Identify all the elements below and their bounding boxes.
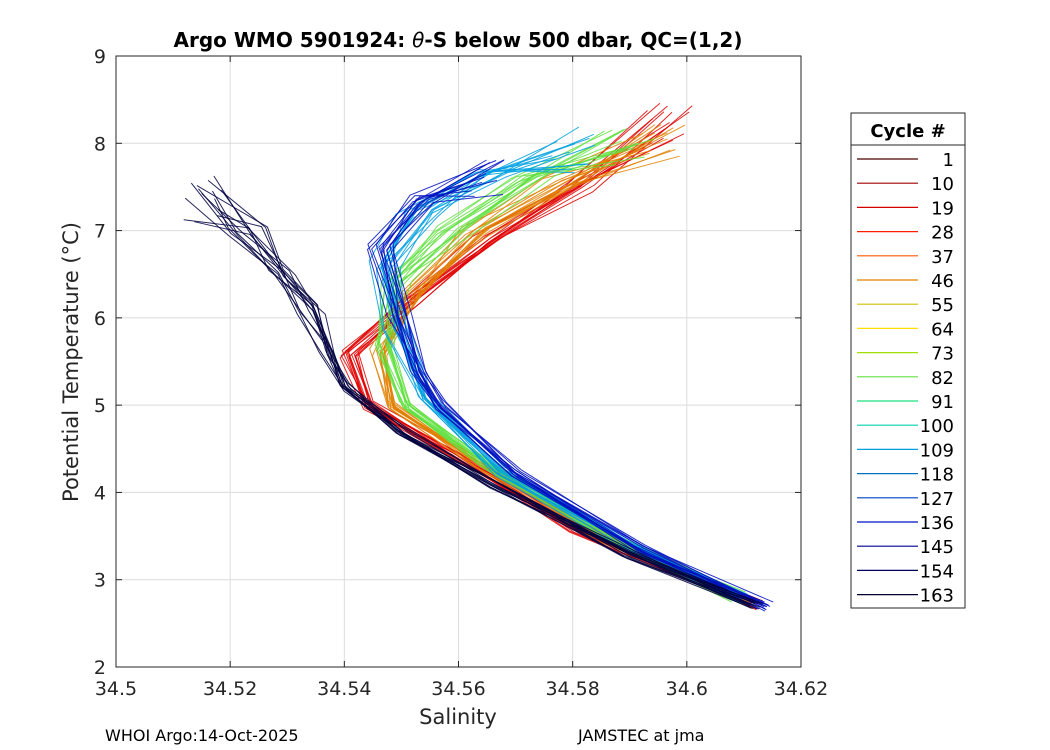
- x-tick-label: 34.52: [203, 678, 257, 700]
- legend-entry: 10: [857, 174, 954, 195]
- legend-entry: 46: [857, 271, 954, 292]
- profile-line: [184, 197, 752, 606]
- legend-label: 55: [931, 295, 954, 316]
- y-tick-label: 4: [94, 482, 106, 504]
- profile-line: [392, 173, 768, 608]
- legend-entry: 28: [857, 223, 954, 244]
- legend-entry: 136: [857, 513, 954, 534]
- legend-label: 154: [920, 561, 954, 582]
- legend-label: 10: [931, 174, 954, 195]
- y-tick-label: 8: [94, 133, 106, 155]
- profile-line: [382, 190, 767, 607]
- x-tick-label: 34.62: [774, 678, 828, 700]
- x-tick-label: 34.56: [431, 678, 485, 700]
- legend-entry: 1: [857, 150, 954, 171]
- footer-right: JAMSTEC at jma: [577, 726, 704, 745]
- legend-box: [850, 112, 966, 609]
- legend-label: 73: [931, 344, 954, 365]
- profile-line: [375, 138, 749, 607]
- legend-label: 28: [931, 223, 954, 244]
- profile-line: [217, 215, 764, 605]
- legend-entry: 73: [857, 344, 954, 365]
- x-tick-label: 34.58: [545, 678, 599, 700]
- legend-label: 82: [931, 368, 954, 389]
- footer-left: WHOI Argo:14-Oct-2025: [105, 726, 299, 745]
- legend-entry: 37: [857, 247, 954, 268]
- series-group: [183, 175, 764, 610]
- profile-line: [194, 221, 752, 609]
- x-tick-label: 34.5: [95, 678, 137, 700]
- chart-title: Argo WMO 5901924: θ-S below 500 dbar, QC…: [174, 28, 743, 52]
- legend-entry: 145: [857, 537, 954, 558]
- legend-label: 145: [920, 537, 954, 558]
- legend-label: 64: [931, 319, 954, 340]
- profile-line: [380, 180, 760, 610]
- profile-line: [389, 194, 774, 603]
- legend-label: 91: [931, 392, 954, 413]
- series-group: [366, 159, 774, 612]
- x-tick-label: 34.6: [666, 678, 708, 700]
- profile-line: [399, 144, 749, 596]
- legend-entry: 91: [857, 392, 954, 413]
- legend-label: 46: [931, 271, 954, 292]
- legend-entry: 163: [857, 586, 954, 607]
- legend-label: 136: [920, 513, 954, 534]
- legend-entry: 127: [857, 489, 954, 510]
- legend-label: 37: [931, 247, 954, 268]
- x-tick-label: 34.54: [317, 678, 371, 700]
- y-tick-label: 9: [94, 46, 106, 68]
- profile-line: [213, 175, 751, 607]
- legend-label: 100: [920, 416, 954, 437]
- profile-line: [357, 133, 758, 610]
- legend-entry: 82: [857, 368, 954, 389]
- profile-line: [190, 182, 758, 605]
- legend-label: 127: [920, 489, 954, 510]
- y-tick-label: 3: [94, 570, 106, 592]
- profile-line: [392, 159, 767, 611]
- legend-entry: 19: [857, 198, 954, 219]
- legend-label: 1: [943, 150, 954, 171]
- legend-entry: 100: [857, 416, 954, 437]
- profile-line: [390, 131, 738, 598]
- y-tick-label: 6: [94, 308, 106, 330]
- y-tick-label: 5: [94, 395, 106, 417]
- legend-entry: 55: [857, 295, 954, 316]
- profile-line: [375, 140, 738, 596]
- legend-entries: 1 10 19 28 37 46 55 64 73 82 91 100 109 118 127 136 145 1…: [857, 150, 954, 607]
- legend: Cycle # 1 10 19 28 37 46 55 64 73 82 91 100 109 118 12…: [850, 112, 966, 609]
- legend-entry: 154: [857, 561, 954, 582]
- profile-line: [386, 164, 769, 606]
- y-tick-label: 2: [94, 657, 106, 679]
- legend-title: Cycle #: [870, 121, 945, 142]
- plot-lines: [183, 102, 774, 612]
- axis-ticks: 34.5 34.52 34.54 34.56 34.58 34.6 34.62 2 3 4 5 6 7 8…: [94, 46, 828, 700]
- y-axis-label: Potential Temperature (°C): [59, 222, 83, 502]
- legend-entry: 64: [857, 319, 954, 340]
- legend-entry: 109: [857, 440, 954, 461]
- legend-label: 19: [931, 198, 954, 219]
- legend-label: 109: [920, 440, 954, 461]
- y-tick-label: 7: [94, 221, 106, 243]
- legend-entry: 118: [857, 465, 954, 486]
- x-axis-label: Salinity: [419, 705, 497, 729]
- profile-line: [348, 105, 757, 611]
- legend-label: 118: [920, 465, 954, 486]
- legend-label: 163: [920, 586, 954, 607]
